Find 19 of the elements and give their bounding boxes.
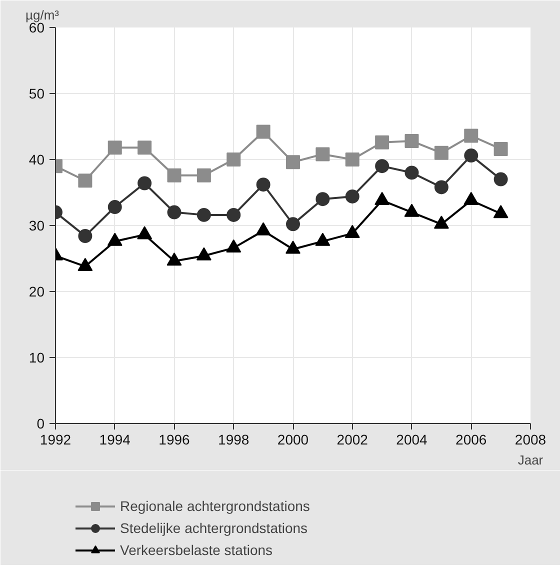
x-tick-label: 2004 [396, 432, 428, 448]
y-tick-label: 20 [28, 284, 45, 300]
x-axis-title: Jaar [518, 452, 544, 468]
x-tick-label: 2002 [336, 432, 368, 448]
y-tick-label: 30 [28, 218, 45, 234]
legend-label: Verkeersbelaste stations [120, 542, 273, 558]
x-tick-label: 2008 [514, 432, 546, 448]
x-tick-label: 1994 [99, 432, 131, 448]
x-tick-label: 1992 [40, 432, 72, 448]
x-tick-label: 2006 [456, 432, 487, 448]
y-tick-label: 0 [36, 416, 45, 432]
y-tick-label: 10 [28, 350, 45, 366]
x-tick-label: 1998 [218, 432, 250, 448]
legend-label: Stedelijke achtergrondstations [120, 520, 308, 536]
x-tick-label: 1996 [158, 432, 190, 448]
y-tick-label: 50 [28, 86, 45, 102]
legend-label: Regionale achtergrondstations [120, 498, 310, 514]
y-tick-label: 40 [28, 152, 45, 168]
x-tick-label: 2000 [277, 432, 309, 448]
